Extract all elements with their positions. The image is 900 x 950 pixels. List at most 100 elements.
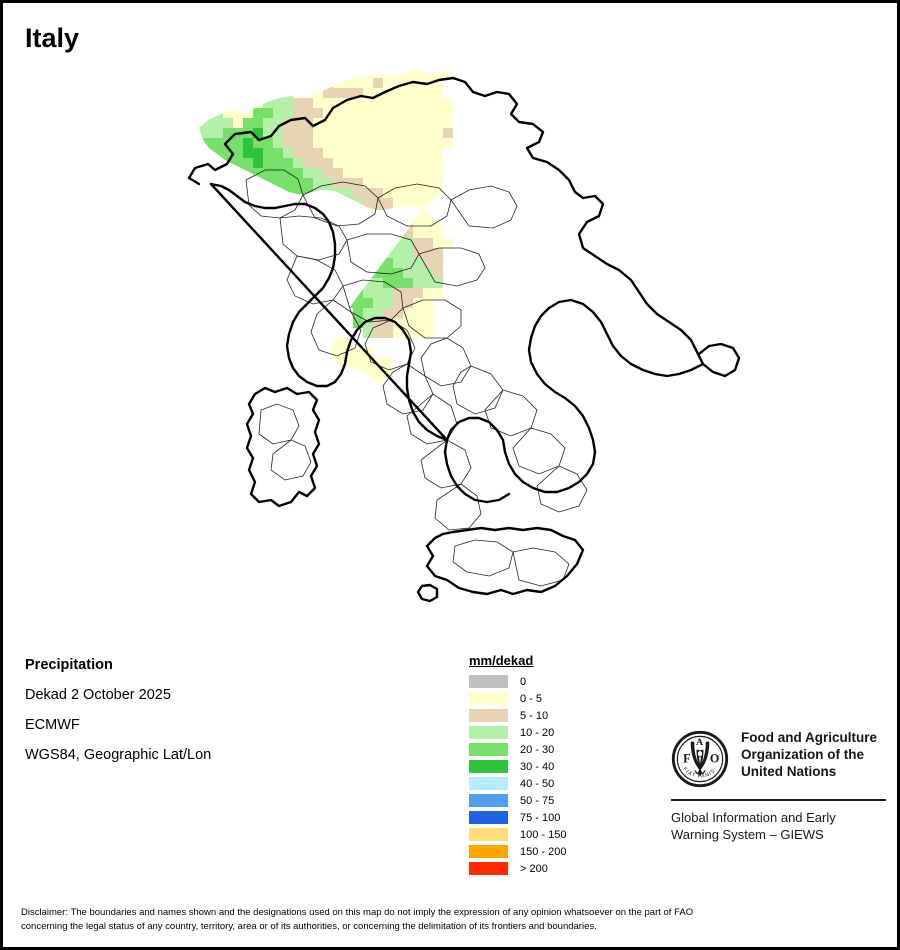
raster-cell	[253, 218, 263, 228]
legend-swatch	[469, 845, 508, 858]
raster-cell	[363, 168, 373, 178]
raster-cell	[393, 108, 403, 118]
raster-cell	[243, 168, 253, 178]
raster-cell	[213, 208, 223, 218]
raster-cell	[253, 438, 263, 448]
raster-cell	[273, 568, 283, 578]
raster-cell	[423, 298, 433, 308]
raster-cell	[223, 128, 233, 138]
raster-cell	[253, 148, 263, 158]
raster-cell	[383, 318, 393, 328]
raster-cell	[363, 118, 373, 128]
raster-cell	[273, 158, 283, 168]
raster-cell	[433, 288, 443, 298]
raster-cell	[373, 108, 383, 118]
raster-cell	[283, 418, 293, 428]
raster-cell	[343, 168, 353, 178]
disclaimer-line-2: concerning the legal status of any count…	[21, 920, 597, 932]
raster-cell	[373, 528, 383, 538]
raster-cell	[383, 268, 393, 278]
raster-cell	[373, 238, 383, 248]
raster-cell	[213, 588, 223, 598]
raster-cell	[193, 578, 203, 588]
raster-cell	[323, 188, 333, 198]
raster-cell	[363, 288, 373, 298]
raster-cell	[273, 348, 283, 358]
raster-cell	[243, 178, 253, 188]
raster-cell	[413, 70, 423, 78]
raster-cell	[343, 368, 353, 378]
precipitation-raster	[193, 58, 493, 608]
raster-cell	[243, 358, 253, 368]
raster-cell	[223, 168, 233, 178]
raster-cell	[303, 408, 313, 416]
raster-cell	[303, 148, 313, 158]
legend-label: 10 - 20	[520, 726, 555, 739]
raster-cell	[423, 148, 433, 158]
raster-cell	[363, 108, 373, 118]
raster-cell	[263, 148, 273, 158]
raster-cell	[423, 248, 433, 258]
info-source: ECMWF	[25, 716, 80, 733]
raster-cell	[373, 368, 383, 378]
raster-cell	[423, 138, 433, 148]
raster-cell	[343, 98, 353, 108]
raster-cell	[413, 58, 423, 68]
raster-cell	[203, 568, 213, 578]
raster-cell	[343, 288, 353, 298]
raster-cell	[433, 248, 443, 258]
raster-cell	[403, 138, 413, 148]
raster-cell	[213, 118, 223, 128]
raster-cell	[293, 228, 303, 238]
raster-cell	[363, 298, 373, 308]
legend-label: 50 - 75	[520, 794, 555, 807]
raster-cell	[303, 398, 313, 408]
raster-cell	[243, 348, 253, 358]
raster-cell	[223, 568, 233, 578]
raster-cell	[213, 598, 223, 608]
raster-cell	[373, 498, 383, 508]
raster-cell	[313, 348, 323, 358]
raster-cell	[423, 328, 433, 338]
raster-cell	[313, 108, 323, 118]
raster-cell	[273, 168, 283, 178]
raster-cell	[253, 558, 263, 568]
raster-cell	[233, 168, 243, 178]
raster-cell	[453, 70, 463, 78]
raster-cell	[253, 358, 263, 368]
raster-cell	[383, 158, 393, 168]
raster-cell	[223, 118, 233, 128]
raster-cell	[213, 128, 223, 138]
raster-cell	[343, 498, 353, 508]
raster-cell	[343, 388, 353, 398]
raster-cell	[273, 358, 283, 368]
raster-cell	[203, 148, 213, 158]
raster-cell	[273, 88, 283, 98]
raster-cell	[373, 448, 383, 458]
raster-cell	[413, 268, 423, 278]
raster-cell	[303, 88, 313, 98]
raster-cell	[263, 168, 273, 178]
raster-cell	[423, 208, 433, 218]
raster-cell	[333, 338, 343, 348]
legend-label: 5 - 10	[520, 709, 549, 722]
raster-cell	[343, 268, 353, 278]
raster-cell	[343, 208, 353, 218]
raster-cell	[353, 508, 363, 518]
raster-cell	[363, 478, 373, 488]
raster-cell	[243, 368, 253, 378]
raster-cell	[373, 118, 383, 128]
raster-cell	[323, 468, 333, 478]
raster-cell	[373, 148, 383, 158]
raster-cell	[263, 228, 273, 238]
raster-cell	[423, 158, 433, 168]
raster-cell	[323, 388, 333, 398]
raster-cell	[293, 88, 303, 98]
raster-cell	[263, 428, 273, 438]
raster-cell	[443, 108, 453, 118]
raster-cell	[323, 88, 333, 98]
raster-cell	[303, 368, 313, 378]
raster-cell	[293, 348, 303, 358]
raster-cell	[303, 138, 313, 148]
raster-cell	[363, 88, 373, 98]
